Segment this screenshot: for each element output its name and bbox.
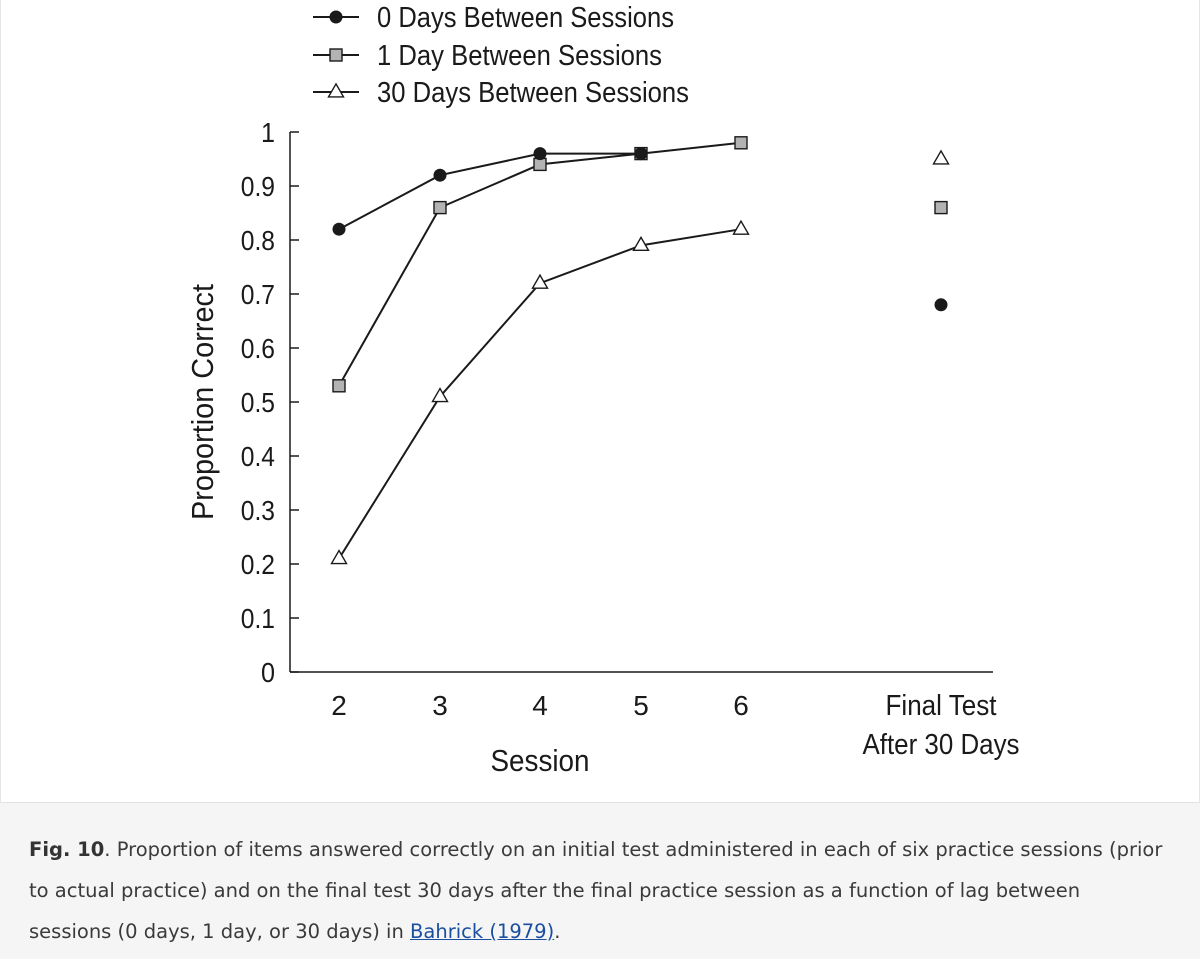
- series-line-circle: [338, 152, 641, 231]
- y-tick-label: 0.4: [241, 441, 275, 472]
- legend-marker-circle: [329, 10, 343, 24]
- data-point-circle: [332, 222, 346, 236]
- final-test-point-circle: [934, 298, 948, 312]
- axes: 0 0.1 0.2 0.3 0.4 0.5 0.6 0.7 0.8 0.9 1 2 3 4 5 6 Final …: [185, 117, 1020, 778]
- data-point-triangle: [330, 549, 348, 565]
- y-tick-label: 0: [261, 657, 275, 688]
- legend-marker-square: [329, 48, 343, 62]
- x-axis-title: Session: [491, 743, 590, 778]
- data-point-square: [332, 379, 346, 393]
- x-tick-label: 3: [432, 690, 448, 721]
- legend-marker-triangle: [327, 82, 345, 98]
- data-point-triangle: [632, 235, 650, 252]
- data-point-circle: [533, 147, 547, 161]
- figure-panel: 0 Days Between Sessions 1 Day Between Ses…: [0, 0, 1200, 802]
- legend: 0 Days Between Sessions 1 Day Between Ses…: [313, 2, 689, 109]
- data-point-triangle: [732, 219, 750, 235]
- line-chart: 0 Days Between Sessions 1 Day Between Ses…: [185, 2, 1020, 778]
- final-test-point-square: [934, 200, 948, 215]
- caption-figure-label: Fig. 10: [29, 838, 105, 861]
- y-tick-label: 0.2: [241, 549, 275, 580]
- figure-caption: Fig. 10. Proportion of items answered co…: [0, 802, 1200, 959]
- x-tick-label: 2: [331, 690, 347, 721]
- data-point-circle: [433, 168, 447, 182]
- y-tick-label: 0.7: [241, 279, 275, 310]
- data-point-triangle: [531, 273, 549, 289]
- y-tick-label: 0.8: [241, 225, 275, 256]
- data-point-circle: [634, 147, 648, 161]
- y-tick-label: 0.1: [241, 603, 275, 634]
- data-point-square: [533, 157, 547, 172]
- x-tick-label: 6: [733, 690, 749, 721]
- series-layer: [330, 136, 950, 565]
- x-tick-label: 4: [532, 690, 548, 721]
- data-point-square: [734, 136, 748, 150]
- x-final-category-label: After 30 Days: [863, 729, 1020, 761]
- bahrick-1979-link[interactable]: Bahrick (1979): [410, 920, 555, 943]
- caption-end: .: [554, 920, 561, 943]
- legend-label: 30 Days Between Sessions: [377, 77, 689, 109]
- x-final-category-label: Final Test: [886, 690, 997, 722]
- series-line-square: [338, 141, 742, 387]
- y-tick-label: 0.3: [241, 495, 275, 526]
- y-tick-label: 0.6: [241, 333, 275, 364]
- y-tick-label: 0.5: [241, 387, 275, 418]
- y-tick-label: 1: [261, 117, 275, 148]
- legend-label: 1 Day Between Sessions: [377, 40, 662, 72]
- x-tick-label: 5: [633, 690, 649, 721]
- data-point-square: [433, 200, 447, 215]
- y-axis-title: Proportion Correct: [185, 284, 220, 520]
- y-tick-label: 0.9: [241, 171, 275, 202]
- data-point-triangle: [431, 387, 449, 403]
- legend-label: 0 Days Between Sessions: [377, 2, 674, 34]
- caption-text: . Proportion of items answered correctly…: [29, 838, 1163, 943]
- final-test-point-triangle: [932, 149, 950, 165]
